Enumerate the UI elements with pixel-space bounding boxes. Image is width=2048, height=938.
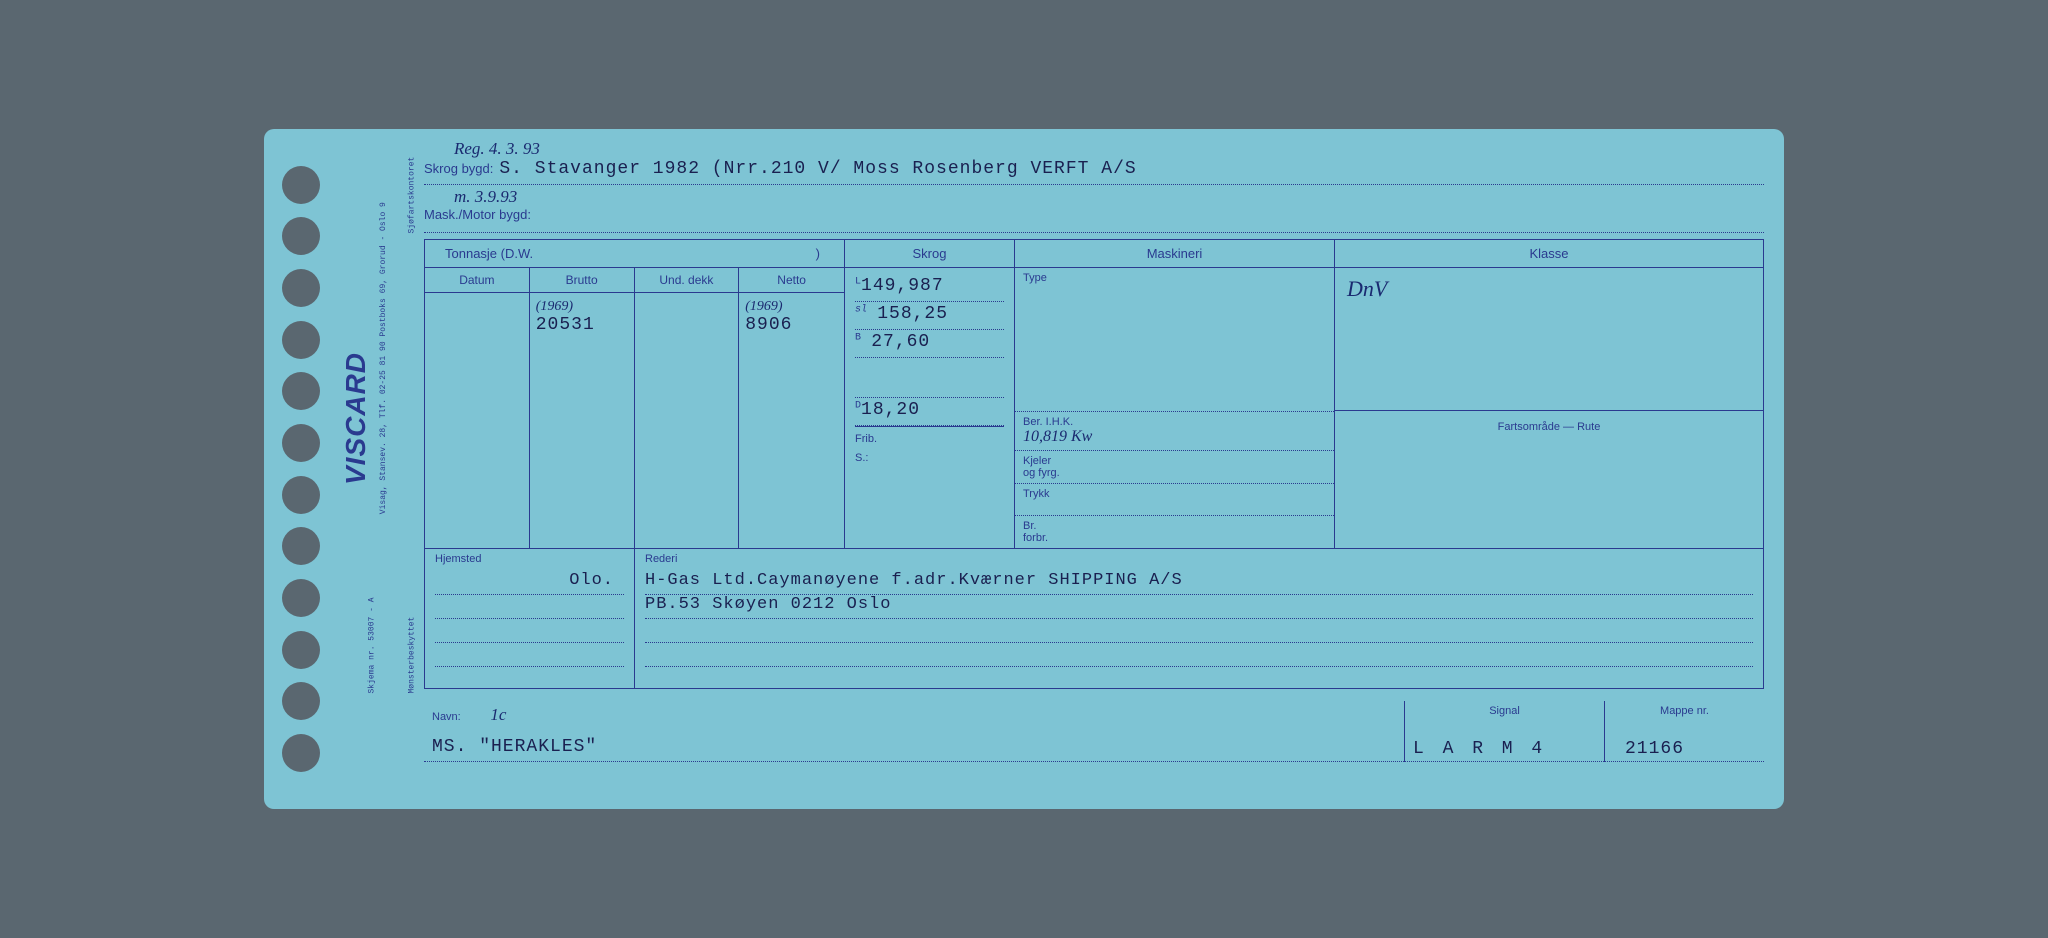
mask-motor-label: Mask./Motor bygd:: [424, 207, 531, 222]
skrog-bygd-value: S. Stavanger 1982 (Nrr.210 V/ Moss Rosen…: [499, 159, 1136, 179]
viscard-address: Visag, Stansev. 28, Tlf. 02-25 81 90 Pos…: [379, 202, 389, 514]
index-card: Sjøfartskontoret VISCARD Visag, Stansev.…: [264, 129, 1784, 809]
br-forbr-row: Br. forbr.: [1015, 516, 1334, 548]
klasse-value: DnV: [1347, 276, 1387, 301]
tonnasje-body: (1969) 20531 (1969) 8906: [425, 293, 844, 548]
punch-hole: [282, 734, 320, 772]
punch-holes: [282, 129, 342, 809]
punch-hole: [282, 476, 320, 514]
brutto-cell: (1969) 20531: [530, 293, 635, 548]
rederi-cell: Rederi H-Gas Ltd.Caymanøyene f.adr.Kværn…: [635, 549, 1763, 688]
netto-label: Netto: [739, 268, 844, 292]
tonnasje-label: Tonnasje (D.W.: [445, 246, 533, 261]
tonnasje-subheaders: Datum Brutto Und. dekk Netto: [425, 268, 844, 293]
maskineri-column: Maskineri Type Ber. I.H.K. 10,819 Kw Kje…: [1015, 240, 1335, 548]
ber-ihk-label: Ber. I.H.K.: [1023, 416, 1073, 428]
mappe-cell: Mappe nr. 21166: [1604, 701, 1764, 762]
ber-ihk-row: Ber. I.H.K. 10,819 Kw: [1015, 412, 1334, 451]
trykk-label: Trykk: [1023, 488, 1049, 500]
fartsomrade-section: Fartsområde — Rute: [1335, 411, 1763, 549]
brutto-label: Brutto: [530, 268, 635, 292]
klasse-body: DnV Fartsområde — Rute: [1335, 268, 1763, 548]
skrog-b-value: 27,60: [871, 332, 930, 352]
footer-row: Navn: 1c MS. "HERAKLES" Signal L A R M 4…: [424, 701, 1764, 762]
trykk-row: Trykk: [1015, 484, 1334, 516]
skrog-bygd-label: Skrog bygd:: [424, 161, 493, 176]
type-label: Type: [1023, 272, 1047, 284]
br-forbr-label: Br. forbr.: [1023, 520, 1048, 544]
klasse-top: DnV: [1335, 268, 1763, 411]
handwritten-m-date: m. 3.9.93: [454, 187, 1764, 207]
punch-hole: [282, 424, 320, 462]
hjemsted-rederi-row: Hjemsted Olo. Rederi H-Gas Ltd.Caymanøye…: [424, 549, 1764, 689]
signal-value: L A R M 4: [1413, 739, 1546, 759]
navn-handwritten: 1c: [490, 705, 506, 724]
navn-label: Navn:: [432, 711, 461, 723]
mappe-label: Mappe nr.: [1613, 705, 1756, 717]
skrog-d-value: 18,20: [861, 400, 920, 420]
hjemsted-value: Olo.: [435, 571, 624, 595]
punch-hole: [282, 527, 320, 565]
tonnasje-column: Tonnasje (D.W. ) Datum Brutto Und. dekk …: [425, 240, 845, 548]
maskineri-header: Maskineri: [1015, 240, 1334, 268]
maskineri-body: Type Ber. I.H.K. 10,819 Kw Kjeler og fyr…: [1015, 268, 1334, 548]
punch-hole: [282, 166, 320, 204]
kjeler-label: Kjeler og fyrg.: [1023, 455, 1060, 479]
punch-hole: [282, 321, 320, 359]
netto-value: 8906: [745, 315, 838, 335]
tonnasje-header: Tonnasje (D.W. ): [425, 240, 844, 268]
skrog-sl-value: 158,25: [877, 304, 948, 324]
card-content: Reg. 4. 3. 93 Skrog bygd: S. Stavanger 1…: [424, 139, 1764, 799]
fartsomrade-label: Fartsområde — Rute: [1341, 421, 1757, 433]
rederi-line2: PB.53 Skøyen 0212 Oslo: [645, 595, 1753, 619]
skrog-column: Skrog L149,987 sl 158,25 B 27,60 D18,20 …: [845, 240, 1015, 548]
side-label-monster: Mønsterbeskyttet: [408, 617, 417, 694]
skrog-header: Skrog: [845, 240, 1014, 268]
side-label-sjofart: Sjøfartskontoret: [408, 157, 417, 234]
datum-label: Datum: [425, 268, 530, 292]
side-label-skjema: Skjema nr. 53007 - A: [368, 597, 377, 693]
rederi-label: Rederi: [645, 553, 1753, 565]
datum-cell: [425, 293, 530, 548]
punch-hole: [282, 217, 320, 255]
viscard-logo: VISCARD: [340, 352, 372, 485]
type-row: Type: [1015, 268, 1334, 412]
main-table: Tonnasje (D.W. ) Datum Brutto Und. dekk …: [424, 239, 1764, 549]
netto-handwritten: (1969): [745, 299, 838, 315]
handwritten-reg-date: Reg. 4. 3. 93: [454, 139, 1764, 159]
skrog-l-value: 149,987: [861, 276, 944, 296]
und-dekk-cell: [635, 293, 740, 548]
klasse-column: Klasse DnV Fartsområde — Rute: [1335, 240, 1763, 548]
signal-label: Signal: [1413, 705, 1596, 717]
punch-hole: [282, 682, 320, 720]
mappe-value: 21166: [1625, 739, 1684, 759]
klasse-header: Klasse: [1335, 240, 1763, 268]
skrog-bygd-row: Skrog bygd: S. Stavanger 1982 (Nrr.210 V…: [424, 159, 1764, 185]
navn-value: MS. "HERAKLES": [432, 737, 1396, 757]
punch-hole: [282, 631, 320, 669]
signal-cell: Signal L A R M 4: [1404, 701, 1604, 762]
navn-cell: Navn: 1c MS. "HERAKLES": [424, 701, 1404, 762]
hjemsted-label: Hjemsted: [435, 553, 624, 565]
und-dekk-label: Und. dekk: [635, 268, 740, 292]
ber-ihk-value: 10,819 Kw: [1023, 428, 1092, 445]
kjeler-row: Kjeler og fyrg.: [1015, 451, 1334, 484]
punch-hole: [282, 269, 320, 307]
hjemsted-cell: Hjemsted Olo.: [425, 549, 635, 688]
punch-hole: [282, 372, 320, 410]
brutto-handwritten: (1969): [536, 299, 628, 315]
netto-cell: (1969) 8906: [739, 293, 844, 548]
skrog-body: L149,987 sl 158,25 B 27,60 D18,20 Frib. …: [845, 268, 1014, 548]
mask-motor-row: Mask./Motor bygd:: [424, 207, 1764, 233]
punch-hole: [282, 579, 320, 617]
rederi-line1: H-Gas Ltd.Caymanøyene f.adr.Kværner SHIP…: [645, 571, 1753, 595]
brutto-value: 20531: [536, 315, 628, 335]
frib-label: Frib. S.:: [855, 433, 877, 464]
